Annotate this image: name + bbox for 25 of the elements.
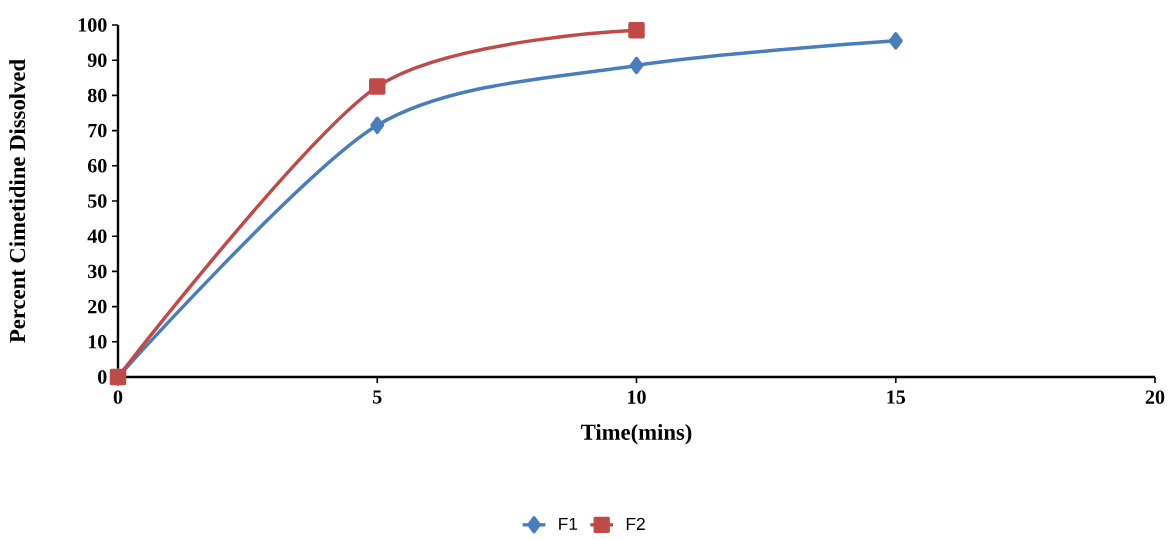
y-tick-label: 90 [87, 53, 107, 67]
x-tick-label: 5 [373, 390, 382, 404]
x-tick-label: 15 [887, 390, 906, 404]
point [888, 32, 903, 50]
point [628, 22, 645, 39]
y-axis-title: Percent Cimetidine Dissolved [9, 59, 26, 343]
x-tick-label: 20 [1145, 390, 1165, 404]
y-tick-label: 50 [88, 194, 107, 208]
y-tick-label: 70 [88, 123, 107, 138]
x-tick-label: 10 [628, 390, 646, 404]
y-tick-label: 40 [87, 229, 107, 243]
x-tick-label: 0 [113, 390, 123, 404]
y-tick-label: 100 [78, 18, 107, 32]
y-tick-label: 20 [88, 299, 107, 314]
legend-label: F1 [559, 517, 578, 530]
point [629, 56, 644, 75]
y-tick-label: 80 [87, 88, 107, 103]
y-tick-label: 10 [88, 335, 107, 349]
point [369, 78, 386, 95]
legend-label: F2 [626, 517, 645, 530]
y-tick-label: 0 [98, 370, 107, 384]
y-tick-label: 30 [88, 264, 107, 279]
x-axis-title: Time(mins) [581, 423, 692, 445]
y-tick-label: 60 [87, 159, 107, 173]
point [370, 116, 385, 135]
